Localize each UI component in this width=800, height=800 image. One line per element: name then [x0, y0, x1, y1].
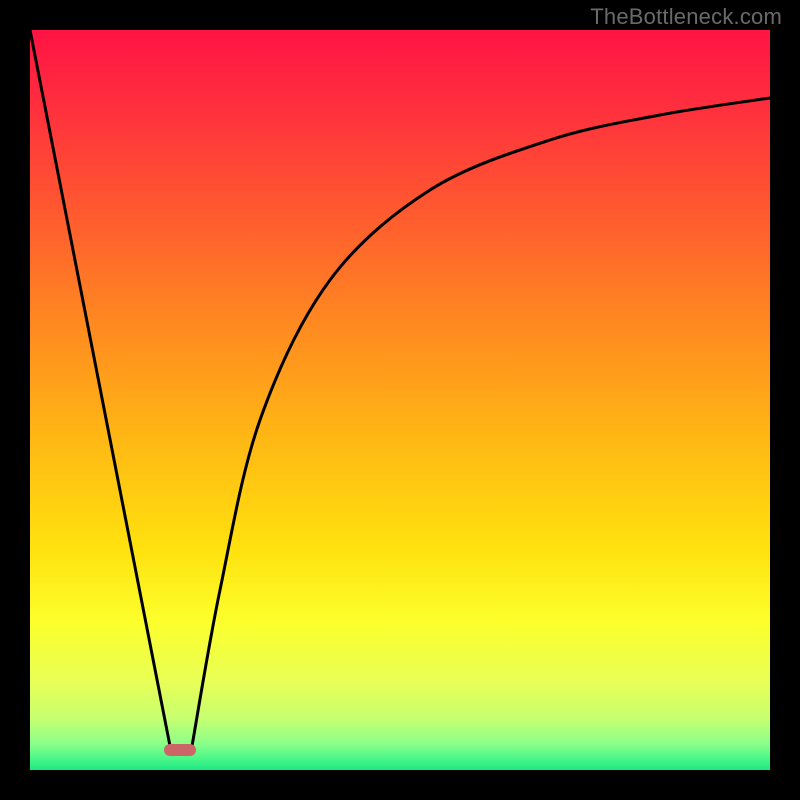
curve-layer — [30, 30, 770, 770]
curve-right-leg — [192, 98, 770, 746]
minimum-marker — [164, 744, 196, 756]
plot-area — [30, 30, 770, 770]
watermark-text: TheBottleneck.com — [590, 4, 782, 30]
curve-left-leg — [30, 30, 170, 746]
chart-frame: TheBottleneck.com — [0, 0, 800, 800]
